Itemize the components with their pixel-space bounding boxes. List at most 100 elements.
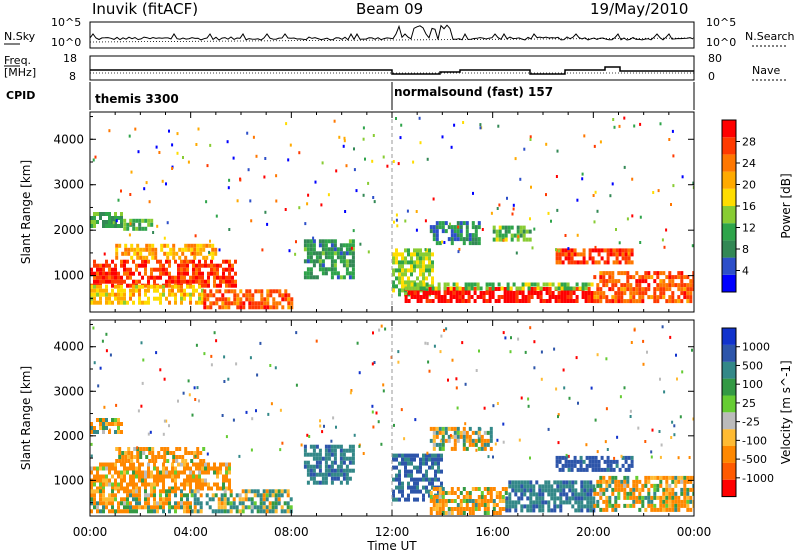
power-colorbar-label: 20 xyxy=(742,179,756,192)
beam-title: Beam 09 xyxy=(356,0,424,18)
freq-tick-top: 18 xyxy=(63,52,77,65)
power-colorbar-label: 4 xyxy=(742,265,749,278)
power-region-13 xyxy=(492,225,532,242)
nave-tick-top: 80 xyxy=(708,52,722,65)
velocity-colorbar-label: 500 xyxy=(742,359,763,372)
velocity-panel: 1000 2000 3000 4000 Slant Range [km] -1000 -50… xyxy=(19,319,793,517)
velocity-colorbar-label: 100 xyxy=(742,378,763,391)
xtick-label: 00:00 xyxy=(677,525,712,539)
nsky-panel-frame xyxy=(89,21,695,49)
heatmap-panels: 1000 2000 3000 4000 Slant Range [km] 4 8 12 16 20… xyxy=(19,111,793,553)
nave-label: Nave xyxy=(752,64,781,77)
power-colorbar-swatch xyxy=(722,206,736,224)
freq-unit-label: [MHz] xyxy=(4,66,37,79)
nsearch-tick-top: 10^5 xyxy=(706,16,737,29)
velocity-colorbar-title: Velocity [m s^-1] xyxy=(779,360,793,464)
nsky-tick-top: 10^5 xyxy=(51,16,82,29)
velocity-ytick-label: 4000 xyxy=(53,340,84,354)
velocity-colorbar-label: -1000 xyxy=(742,472,774,485)
velocity-colorbar-swatch xyxy=(722,429,736,447)
power-ytick-label: 3000 xyxy=(53,178,84,192)
velocity-region-6 xyxy=(392,453,443,502)
velocity-colorbar-swatch xyxy=(722,462,736,480)
velocity-colorbar-frame xyxy=(721,327,737,498)
top-panels xyxy=(4,21,786,110)
velocity-region-4 xyxy=(190,489,293,514)
velocity-region-3 xyxy=(90,489,192,514)
xaxis-title: Time UT xyxy=(366,539,417,553)
velocity-scatter xyxy=(90,324,694,460)
power-colorbar-label: 28 xyxy=(742,136,756,149)
velocity-region-5 xyxy=(303,444,355,485)
velocity-colorbar-swatch xyxy=(722,395,736,413)
velocity-region-1 xyxy=(90,462,231,491)
power-ytick-label: 2000 xyxy=(53,223,84,237)
power-region-4 xyxy=(90,284,204,305)
power-ytick-label: 1000 xyxy=(53,269,84,283)
power-region-10 xyxy=(593,271,694,304)
power-region-1 xyxy=(120,218,154,231)
nsearch-tick-bottom: 10^0 xyxy=(706,36,737,49)
top-traces xyxy=(89,24,695,75)
cpid-mode-2: normalsound (fast) 157 xyxy=(394,85,554,99)
nsearch-label: N.Search xyxy=(745,30,795,43)
velocity-region-9 xyxy=(593,475,694,512)
power-region-3 xyxy=(115,243,218,260)
power-region-0 xyxy=(90,212,123,228)
velocity-colorbar-swatch xyxy=(722,412,736,430)
velocity-colorbar-label: 1000 xyxy=(742,341,770,354)
velocity-colorbar-label: 25 xyxy=(742,397,756,410)
freq-tick-bottom: 8 xyxy=(69,70,76,83)
velocity-region-7 xyxy=(429,487,508,515)
power-colorbar-title: Power [dB] xyxy=(779,173,793,238)
nsky-trace xyxy=(89,24,694,46)
xtick-label: 12:00 xyxy=(375,525,410,539)
power-ylabel: Slant Range [km] xyxy=(19,160,33,264)
power-colorbar-label: 12 xyxy=(742,222,756,235)
velocity-colorbar-swatch xyxy=(722,479,736,497)
xtick-label: 16:00 xyxy=(475,525,510,539)
velocity-colorbar-label: -100 xyxy=(742,434,767,447)
freq-label: Freq. xyxy=(4,54,32,67)
velocity-ytick-label: 2000 xyxy=(53,429,84,443)
velocity-colorbar-swatch xyxy=(722,446,736,463)
xtick-label: 04:00 xyxy=(173,525,208,539)
power-colorbar-swatch xyxy=(722,154,736,172)
power-colorbar-label: 8 xyxy=(742,243,749,256)
power-colorbar-swatch xyxy=(722,274,736,293)
power-colorbar-label: 24 xyxy=(742,157,756,170)
power-colorbar-swatch xyxy=(722,137,736,155)
power-colorbar-swatch xyxy=(722,171,736,189)
velocity-cells xyxy=(90,324,694,515)
power-colorbar-swatch xyxy=(722,223,736,241)
power-region-5 xyxy=(203,289,294,310)
velocity-region-11 xyxy=(429,426,493,451)
power-colorbar-label: 16 xyxy=(742,200,756,213)
xtick-label: 08:00 xyxy=(274,525,309,539)
velocity-colorbar-label: -500 xyxy=(742,453,767,466)
cpid-label: CPID xyxy=(6,89,36,102)
velocity-colorbar: -1000 -500 -100 -25 25 100 500 1000 Velocity [m … xyxy=(721,327,793,498)
velocity-ytick-label: 1000 xyxy=(53,473,84,487)
xtick-label: 00:00 xyxy=(73,525,108,539)
velocity-colorbar-label: -25 xyxy=(742,416,760,429)
velocity-colorbar-swatch xyxy=(722,378,736,396)
freq-trace xyxy=(90,66,694,75)
velocity-colorbar-swatch xyxy=(722,344,736,362)
nsky-label: N.Sky xyxy=(4,30,36,43)
power-region-12 xyxy=(429,221,481,246)
power-colorbar-swatch xyxy=(722,188,736,207)
velocity-colorbar-swatch xyxy=(722,361,736,379)
power-ytick-label: 4000 xyxy=(53,132,84,146)
velocity-region-10 xyxy=(555,455,634,472)
power-region-9 xyxy=(404,282,594,291)
power-colorbar: 4 8 12 16 20 24 28 Power [dB] xyxy=(721,119,793,293)
nave-tick-bottom: 0 xyxy=(708,70,715,83)
station-title: Inuvik (fitACF) xyxy=(92,0,199,18)
power-cells xyxy=(90,116,694,310)
power-colorbar-swatch xyxy=(722,120,736,138)
velocity-region-2 xyxy=(115,447,206,463)
power-panel: 1000 2000 3000 4000 Slant Range [km] 4 8 12 16 20… xyxy=(19,111,793,313)
